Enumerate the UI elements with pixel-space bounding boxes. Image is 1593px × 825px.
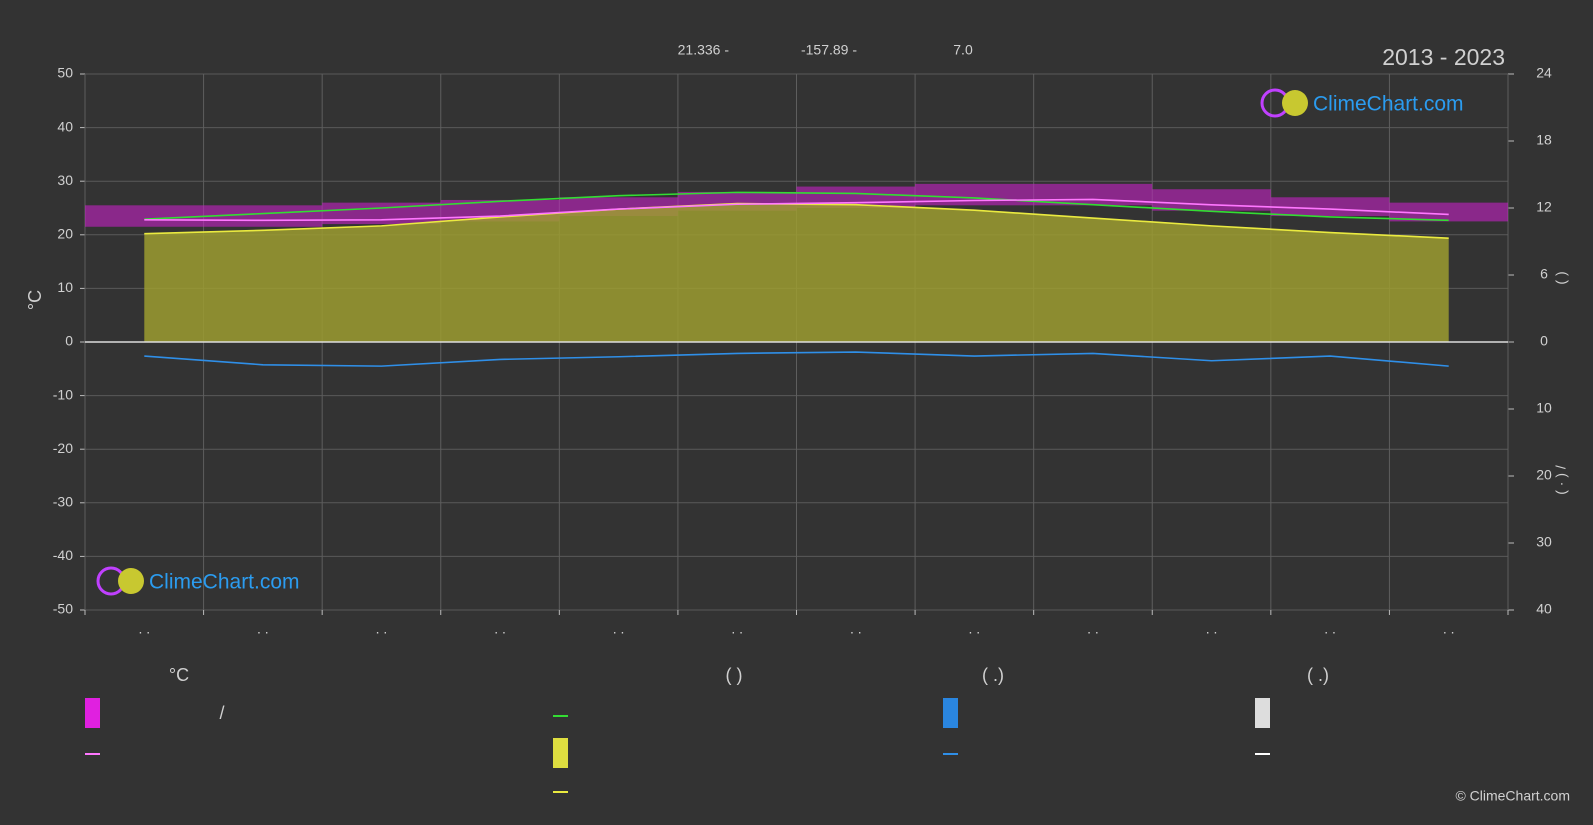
logo-sun (1282, 90, 1308, 116)
chart-title: 2013 - 2023 (1382, 44, 1505, 70)
x-tick-label: . . (731, 621, 743, 637)
legend-header: ( .) (982, 665, 1004, 685)
temperature-range (1270, 197, 1390, 217)
x-tick-label: . . (1443, 621, 1455, 637)
y3-tick-label: 20 (1536, 467, 1552, 483)
plot: -50 -40 -30 -20 -10 0 10 20 30 40 50 0 6 12 18 24 10 20 30… (53, 65, 1552, 637)
y-tick-label: -30 (53, 494, 73, 510)
legend-item: / (219, 703, 224, 723)
x-tick-label: . . (257, 621, 269, 637)
temperature-range (1152, 189, 1271, 211)
y2-tick-label: 24 (1536, 65, 1552, 81)
x-tick-label: . . (850, 621, 862, 637)
y3-tick-label: 40 (1536, 601, 1552, 617)
longitude: -157.89 - (801, 42, 857, 58)
logo-text: ClimeChart.com (149, 571, 300, 594)
series-area (144, 203, 1449, 342)
temperature-range (85, 205, 204, 227)
y-tick-label: -20 (53, 440, 73, 456)
x-tick-label: . . (494, 621, 506, 637)
legend: °C ( ) ( .) ( .) / (85, 665, 1329, 793)
y-tick-label: 10 (57, 279, 73, 295)
legend-swatch (1255, 698, 1270, 728)
temperature-range (915, 183, 1034, 206)
y3-tick-label: 10 (1536, 400, 1552, 416)
legend-swatch (553, 738, 568, 768)
x-tick-label: . . (1324, 621, 1336, 637)
y3-tick-label: 30 (1536, 534, 1552, 550)
x-tick-label: . . (1206, 621, 1218, 637)
y2-axis-label: ( ) (1553, 271, 1569, 284)
logo-top: ClimeChart.com (1260, 88, 1464, 118)
x-tick-label: . . (1087, 621, 1099, 637)
logo-text: ClimeChart.com (1313, 93, 1464, 116)
elevation: 7.0 (953, 42, 973, 58)
series-line (144, 191, 1449, 222)
y2-tick-label: 6 (1540, 266, 1548, 282)
y-tick-label: 0 (65, 333, 73, 349)
series-line (144, 198, 1449, 222)
legend-swatch (943, 698, 958, 728)
legend-header: ( .) (1307, 665, 1329, 685)
x-tick-label: . . (376, 621, 388, 637)
y2-tick-label: 0 (1540, 333, 1548, 349)
y2-tick-label: 12 (1536, 199, 1552, 215)
y-tick-label: -50 (53, 601, 73, 617)
x-tick-label: . . (138, 621, 150, 637)
series-line (144, 351, 1449, 367)
latitude: 21.336 - (678, 42, 730, 58)
temperature-range (203, 205, 323, 227)
y-tick-label: 40 (57, 118, 73, 134)
x-tick-label: . . (613, 621, 625, 637)
logo-sun (118, 568, 144, 594)
y-tick-label: 30 (57, 172, 73, 188)
legend-swatch (85, 698, 100, 728)
legend-header: ( ) (726, 665, 743, 685)
y-tick-label: -10 (53, 386, 73, 402)
y-tick-label: 50 (57, 65, 73, 81)
temperature-range (1389, 202, 1508, 222)
y3-axis-label: ( · ) / (1553, 465, 1569, 495)
y2-tick-label: 18 (1536, 132, 1552, 148)
legend-header: °C (169, 665, 189, 685)
credit: © ClimeChart.com (1455, 788, 1570, 804)
y-axis-label: °C (25, 290, 45, 310)
x-tick-label: . . (969, 621, 981, 637)
logo-bottom: ClimeChart.com (96, 566, 300, 596)
y-tick-label: -40 (53, 547, 73, 563)
y-tick-label: 20 (57, 226, 73, 242)
